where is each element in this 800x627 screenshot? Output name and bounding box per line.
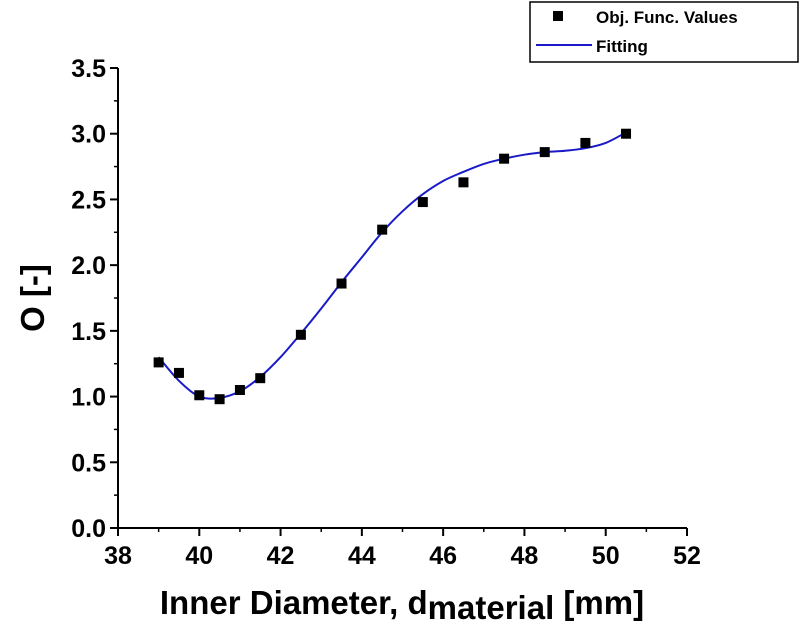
legend-marker-scatter	[553, 11, 563, 21]
x-tick-label: 48	[511, 542, 539, 570]
data-point	[173, 367, 184, 378]
x-axis-title-unit: [mm]	[554, 584, 644, 621]
legend-box	[529, 1, 799, 63]
x-tick-label: 42	[267, 542, 295, 570]
y-tick-label: 0.0	[71, 515, 106, 543]
legend-label-fitting: Fitting	[596, 37, 648, 56]
y-tick-label: 2.0	[71, 252, 106, 280]
data-point	[153, 357, 164, 368]
y-ticks: 0.0 0.5 1.0 1.5 2.0 2.5 3.0 3.5	[71, 55, 118, 543]
legend-label-scatter: Obj. Func. Values	[596, 8, 738, 27]
y-tick-label: 0.5	[71, 449, 106, 477]
x-tick-label: 38	[104, 542, 132, 570]
data-point	[499, 153, 510, 164]
x-axis-title: Inner Diameter, dmaterial [mm]	[160, 584, 644, 622]
x-axis-title-main: Inner Diameter,	[160, 584, 408, 621]
data-point	[417, 197, 428, 208]
data-point	[295, 329, 306, 340]
series-line-fitting	[157, 131, 627, 400]
x-tick-label: 46	[429, 542, 457, 570]
x-tick-label: 52	[673, 542, 701, 570]
data-point	[377, 224, 388, 235]
x-tick-label: 50	[592, 542, 620, 570]
data-point	[234, 385, 245, 395]
series-layer	[153, 128, 632, 405]
y-tick-label: 3.5	[71, 55, 106, 83]
data-point	[194, 390, 205, 401]
x-tick-label: 44	[348, 542, 376, 570]
y-axis-title: O [-]	[14, 264, 51, 332]
data-point	[255, 373, 266, 384]
data-point	[214, 394, 225, 405]
data-point	[621, 128, 632, 139]
legend: Obj. Func. Values Fitting	[529, 1, 799, 63]
x-axis-title-subscript: material	[428, 589, 555, 622]
y-tick-label: 1.5	[71, 318, 106, 346]
data-point	[539, 147, 550, 158]
y-tick-label: 3.0	[71, 121, 106, 149]
data-point	[458, 177, 469, 188]
data-point	[580, 137, 591, 148]
data-point	[336, 278, 347, 289]
x-axis-title-letter: d	[408, 584, 428, 621]
y-tick-label: 2.5	[71, 186, 106, 214]
x-ticks: 38 40 42 44 46 48 50 52	[104, 528, 701, 570]
x-tick-label: 40	[185, 542, 213, 570]
y-tick-label: 1.0	[71, 384, 106, 412]
